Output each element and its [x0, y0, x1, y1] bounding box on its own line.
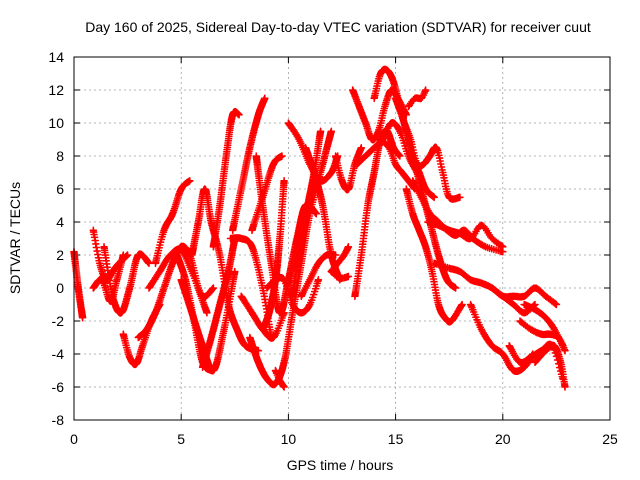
y-tick-label: 6: [56, 181, 64, 197]
series-arc-15: [228, 94, 269, 235]
series-arc-7: [145, 245, 218, 301]
series-arc-4: [100, 243, 153, 317]
grid-lines: [74, 57, 610, 420]
x-tick-label: 0: [70, 431, 78, 447]
x-axis-label: GPS time / hours: [287, 457, 394, 473]
series-arc-47: [520, 300, 567, 350]
series-arc-36: [402, 185, 466, 326]
y-tick-label: 4: [56, 214, 64, 230]
y-tick-label: 12: [48, 82, 64, 98]
y-tick-label: 0: [56, 280, 64, 296]
y-tick-label: -6: [52, 379, 65, 395]
series-arc-12: [198, 234, 239, 371]
y-tick-label: 10: [48, 115, 64, 131]
axis-ticks: 0 5 10 15 20 25 -8 -6 -4 -2 0 2 4 6 8 10 12 14: [48, 49, 618, 447]
x-tick-label: 5: [177, 431, 185, 447]
y-tick-label: 8: [56, 148, 64, 164]
y-axis-label: SDTVAR / TECUs: [7, 182, 23, 294]
series-arc-39: [404, 86, 430, 111]
x-tick-label: 20: [495, 431, 511, 447]
series-arc-16: [237, 292, 288, 342]
y-tick-label: 2: [56, 247, 64, 263]
x-tick-label: 10: [281, 431, 297, 447]
plot-frame: [73, 56, 611, 421]
y-tick-label: 14: [48, 49, 64, 65]
series-arc-8: [151, 177, 194, 268]
y-tick-label: -8: [52, 412, 65, 428]
x-tick-label: 15: [388, 431, 404, 447]
series-arc-13: [209, 107, 243, 251]
y-tick-label: -4: [52, 346, 65, 362]
series-arc-27: [331, 144, 366, 194]
series-arc-40: [424, 218, 507, 251]
x-tick-label: 25: [602, 431, 618, 447]
y-tick-label: -2: [52, 313, 65, 329]
series-arc-37: [400, 119, 464, 203]
series-arc-46: [531, 341, 569, 391]
chart-title: Day 160 of 2025, Sidereal Day-to-day VTE…: [85, 19, 591, 35]
series-arc-22: [263, 273, 323, 317]
series-arc-29: [327, 267, 353, 283]
series-arc-26: [297, 250, 340, 301]
series-arc-25: [301, 144, 344, 284]
series-arc-1: [70, 247, 87, 322]
data-series: [70, 65, 569, 391]
